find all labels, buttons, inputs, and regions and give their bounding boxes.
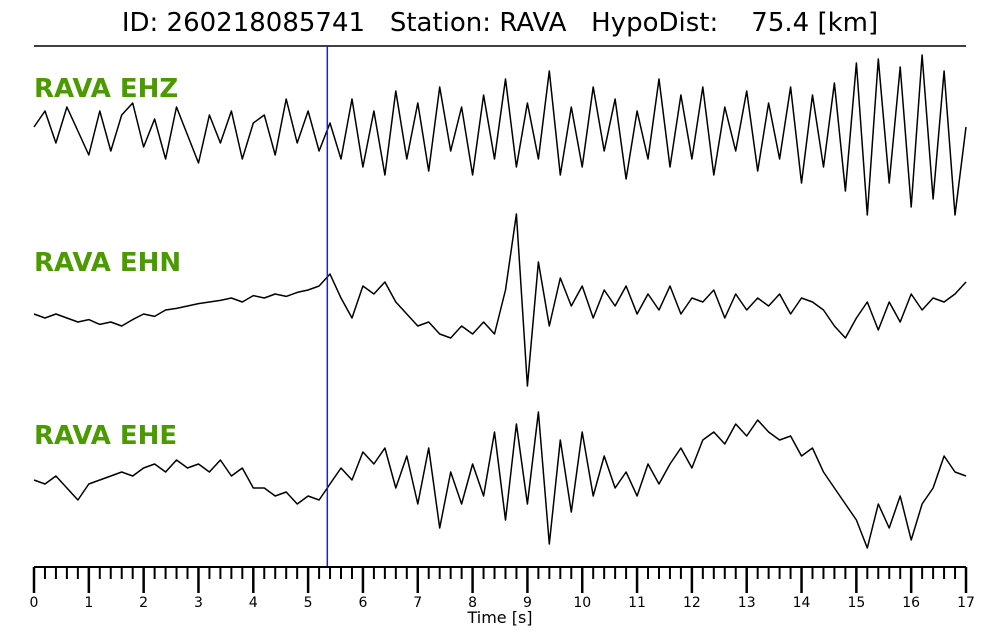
x-tick-label: 10 xyxy=(573,595,591,611)
x-tick-label: 3 xyxy=(194,595,203,611)
trace-rava-ehn xyxy=(33,213,967,387)
x-axis-label: Time [s] xyxy=(466,608,532,627)
x-tick-label: 13 xyxy=(738,595,756,611)
x-tick-label: 12 xyxy=(683,595,701,611)
x-tick-label: 4 xyxy=(249,595,258,611)
x-axis: 0 1 2 3 4 5 6 7 8 9 10 11 12 13 14 15 16 17 xyxy=(30,566,975,611)
trace-label-ehz: RAVA EHZ xyxy=(34,74,179,104)
x-tick-label: 17 xyxy=(957,595,975,611)
x-tick-label: 11 xyxy=(628,595,646,611)
trace-label-ehe: RAVA EHE xyxy=(34,421,178,451)
trace-rava-ehe xyxy=(33,411,967,549)
chart-title: ID: 260218085741 Station: RAVA HypoDist:… xyxy=(121,8,879,38)
x-tick-label: 16 xyxy=(902,595,920,611)
x-tick-label: 5 xyxy=(304,595,313,611)
x-tick-label: 9 xyxy=(523,595,532,611)
x-tick-label: 7 xyxy=(413,595,422,611)
x-tick-label: 1 xyxy=(84,595,93,611)
x-tick-label: 14 xyxy=(793,595,811,611)
x-tick-label: 0 xyxy=(30,595,39,611)
x-tick-label: 8 xyxy=(468,595,477,611)
trace-rava-ehz xyxy=(33,54,967,216)
x-tick-label: 15 xyxy=(847,595,865,611)
x-tick-label: 2 xyxy=(139,595,148,611)
x-tick-label: 6 xyxy=(358,595,367,611)
trace-label-ehn: RAVA EHN xyxy=(34,248,182,278)
